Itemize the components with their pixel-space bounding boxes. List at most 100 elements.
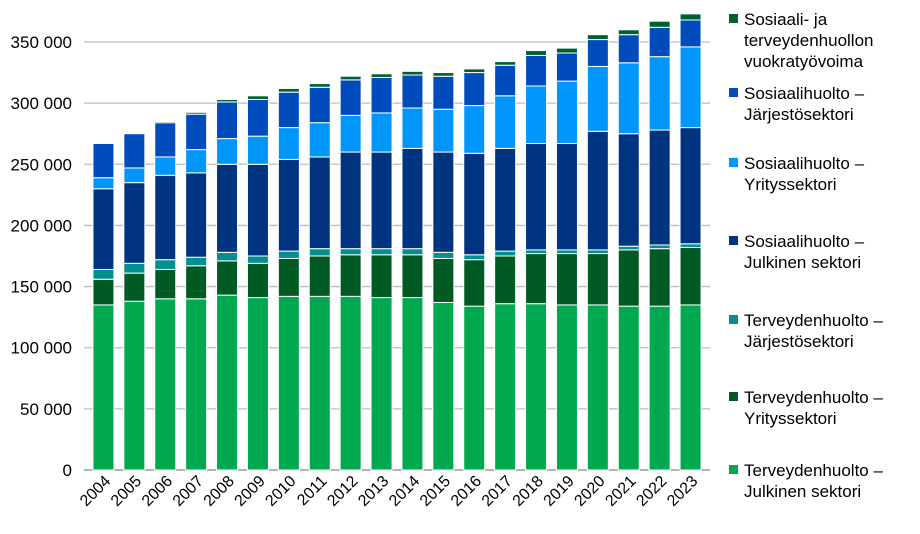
- bar-segment: [277, 91, 300, 129]
- x-tick-label: 2014: [386, 473, 423, 510]
- bar-segment: [463, 259, 486, 307]
- x-tick-label: 2011: [294, 473, 330, 509]
- bar-segment: [617, 133, 640, 247]
- bar-segment: [525, 142, 548, 251]
- bar-segment: [277, 257, 300, 297]
- y-tick-label: 150 000: [11, 278, 72, 297]
- bar-segment: [494, 303, 517, 471]
- bar-segment: [277, 250, 300, 259]
- legend-item: Sosiaalihuolto – Järjestösektori: [729, 84, 865, 124]
- bar-segment: [216, 98, 239, 103]
- bar-segment: [216, 251, 239, 262]
- bar-segment: [216, 138, 239, 165]
- bar-segment: [339, 248, 362, 256]
- bar-segment: [216, 163, 239, 253]
- bar-segment: [370, 76, 393, 114]
- bar-segment: [246, 98, 269, 137]
- bar-segment: [339, 75, 362, 81]
- bar-segment: [525, 54, 548, 87]
- legend-item: Terveydenhuolto – Järjestösektori: [729, 311, 883, 351]
- legend-label: Järjestösektori: [744, 105, 854, 124]
- bar-segment: [555, 47, 578, 54]
- legend-label: Julkinen sektori: [744, 253, 861, 272]
- bar-segment: [370, 254, 393, 299]
- legend-label: Terveydenhuolto –: [744, 388, 883, 407]
- bar-segment: [617, 34, 640, 64]
- bar-segment: [123, 182, 146, 264]
- x-tick-label: 2023: [664, 473, 701, 510]
- bar-segment: [648, 244, 671, 250]
- gridlines: [84, 41, 710, 471]
- bar-segment: [246, 297, 269, 471]
- bar-segment: [494, 250, 517, 257]
- x-tick-label: 2019: [541, 473, 578, 510]
- bar-segment: [216, 294, 239, 471]
- bar-segment: [617, 249, 640, 307]
- legend-label: Terveydenhuolto –: [744, 461, 883, 480]
- bar-segment: [679, 127, 702, 245]
- legend-swatch: [729, 465, 738, 474]
- legend-swatch: [729, 14, 738, 23]
- legend-label: terveydenhuollon: [744, 31, 873, 50]
- bar-segment: [586, 34, 609, 41]
- bar-segment: [648, 305, 671, 471]
- x-tick-label: 2009: [232, 473, 269, 510]
- bar-segment: [246, 163, 269, 257]
- bar-segment: [308, 255, 331, 297]
- bar-segment: [432, 75, 455, 110]
- legend-label: Julkinen sektori: [744, 482, 861, 501]
- bar-segment: [586, 253, 609, 306]
- bar-segment: [463, 105, 486, 154]
- bar-segment: [648, 248, 671, 307]
- bar-segment: [339, 114, 362, 153]
- bar-segment: [154, 156, 177, 176]
- bar-segment: [308, 86, 331, 124]
- bar-segment: [370, 248, 393, 256]
- bar-segment: [555, 52, 578, 82]
- x-tick-label: 2007: [170, 473, 207, 510]
- legend-label: Sosiaalihuolto –: [744, 84, 865, 103]
- bar-segment: [370, 73, 393, 78]
- legend-swatch: [729, 88, 738, 97]
- legend-label: Sosiaali- ja: [744, 10, 828, 29]
- y-tick-label: 200 000: [11, 216, 72, 235]
- bars: [92, 13, 702, 471]
- bar-segment: [401, 248, 424, 256]
- x-tick-label: 2012: [324, 473, 361, 510]
- bar-segment: [123, 133, 146, 169]
- bar-segment: [525, 253, 548, 305]
- bar-segment: [679, 19, 702, 48]
- legend-label: vuokratyövoima: [744, 52, 864, 71]
- bar-segment: [123, 167, 146, 184]
- bar-segment: [555, 142, 578, 251]
- bar-segment: [216, 260, 239, 296]
- bar-segment: [123, 262, 146, 274]
- x-tick-label: 2006: [139, 473, 176, 510]
- bar-segment: [92, 278, 115, 306]
- bar-segment: [154, 268, 177, 300]
- bar-segment: [494, 95, 517, 149]
- legend-swatch: [729, 158, 738, 167]
- legend-label: Yrityssektori: [744, 409, 837, 428]
- legend-label: Terveydenhuolto –: [744, 311, 883, 330]
- x-tick-label: 2005: [108, 473, 145, 510]
- bar-segment: [339, 151, 362, 250]
- bar-segment: [401, 254, 424, 299]
- bar-segment: [679, 46, 702, 129]
- y-tick-label: 350 000: [11, 33, 72, 52]
- bar-segment: [401, 70, 424, 76]
- bar-segment: [92, 142, 115, 179]
- bar-segment: [648, 129, 671, 246]
- bar-segment: [586, 304, 609, 471]
- bar-segment: [463, 72, 486, 107]
- bar-segment: [277, 127, 300, 160]
- y-tick-label: 0: [63, 461, 72, 480]
- bar-segment: [617, 29, 640, 36]
- bar-segment: [432, 72, 455, 77]
- y-tick-label: 100 000: [11, 339, 72, 358]
- legend-label: Sosiaalihuolto –: [744, 154, 865, 173]
- bar-segment: [246, 255, 269, 264]
- legend-item: Terveydenhuolto – Yrityssektori: [729, 388, 883, 428]
- bar-segment: [246, 135, 269, 165]
